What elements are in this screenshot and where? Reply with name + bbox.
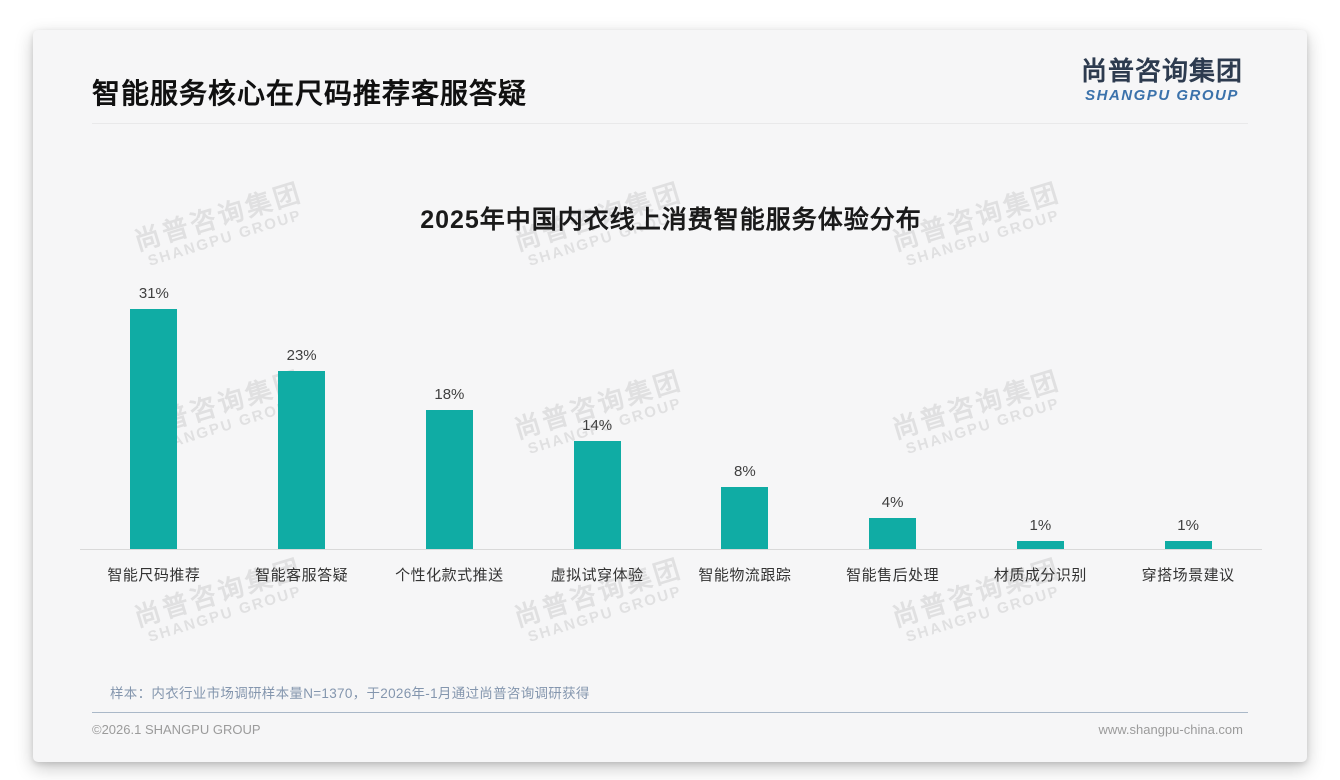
brand-logo: 尚普咨询集团 SHANGPU GROUP	[1080, 56, 1243, 104]
bar-column: 1%	[1114, 517, 1262, 549]
category-label: 智能售后处理	[846, 567, 940, 584]
watermark: 尚普咨询集团 SHANGPU GROUP	[510, 552, 686, 646]
category-label: 材质成分识别	[993, 567, 1087, 584]
bar-value-label: 14%	[582, 417, 613, 434]
footer-bar: ©2026.1 SHANGPU GROUP www.shangpu-china.…	[92, 722, 1243, 737]
category-label: 智能尺码推荐	[107, 567, 201, 584]
watermark: 尚普咨询集团 SHANGPU GROUP	[130, 552, 306, 646]
bar-value-label: 1%	[1029, 517, 1052, 534]
bar-column: 1%	[967, 517, 1115, 549]
bar-个性化款式推送	[425, 410, 473, 549]
bar-虚拟试穿体验	[573, 441, 621, 549]
brand-logo-cn: 尚普咨询集团	[1080, 56, 1243, 86]
bar-value-label: 1%	[1177, 517, 1199, 534]
brand-logo-en: SHANGPU GROUP	[1085, 86, 1239, 104]
category-label: 智能物流跟踪	[698, 567, 792, 584]
sample-note: 样本：内衣行业市场调研样本量N=1370，于2026年-1月通过尚普咨询调研获得	[110, 686, 590, 701]
bar-智能客服答疑	[278, 371, 326, 549]
bar-智能物流跟踪	[721, 487, 769, 549]
bar-value-label: 18%	[434, 386, 465, 403]
bar-value-label: 23%	[286, 347, 317, 364]
header-divider	[92, 123, 1248, 124]
bar-chart-category-axis: 智能尺码推荐 智能客服答疑 个性化款式推送 虚拟试穿体验 智能物流跟踪 智能售后处理 材质成…	[80, 564, 1262, 585]
bar-column: 8%	[671, 463, 819, 549]
bar-column: 14%	[523, 417, 671, 549]
category-label: 虚拟试穿体验	[550, 567, 644, 584]
bar-column: 23%	[228, 347, 376, 549]
category-label: 智能客服答疑	[255, 567, 349, 584]
page-title: 智能服务核心在尺码推荐客服答疑	[92, 78, 528, 109]
website-text: www.shangpu-china.com	[1098, 722, 1243, 737]
category-label: 穿搭场景建议	[1141, 567, 1235, 584]
bar-value-label: 4%	[881, 494, 904, 511]
bar-column: 18%	[376, 386, 524, 549]
bar-column: 4%	[819, 494, 967, 549]
category-label: 个性化款式推送	[395, 567, 504, 584]
bar-穿搭场景建议	[1164, 541, 1212, 549]
copyright-text: ©2026.1 SHANGPU GROUP	[92, 722, 261, 737]
slide-card: 尚普咨询集团 SHANGPU GROUP 尚普咨询集团 SHANGPU GROUP 尚普…	[33, 30, 1307, 762]
bar-value-label: 31%	[138, 285, 169, 302]
bar-chart-plot: 31% 23% 18% 14% 8% 4% 1% 1%	[80, 280, 1262, 550]
bar-智能尺码推荐	[130, 309, 178, 549]
bar-column: 31%	[80, 285, 228, 549]
bar-value-label: 8%	[734, 463, 756, 480]
watermark: 尚普咨询集团 SHANGPU GROUP	[888, 552, 1064, 646]
footer-divider	[92, 712, 1248, 713]
bar-材质成分识别	[1016, 541, 1064, 549]
chart-title: 2025年中国内衣线上消费智能服务体验分布	[420, 206, 922, 234]
bar-智能售后处理	[869, 518, 917, 549]
